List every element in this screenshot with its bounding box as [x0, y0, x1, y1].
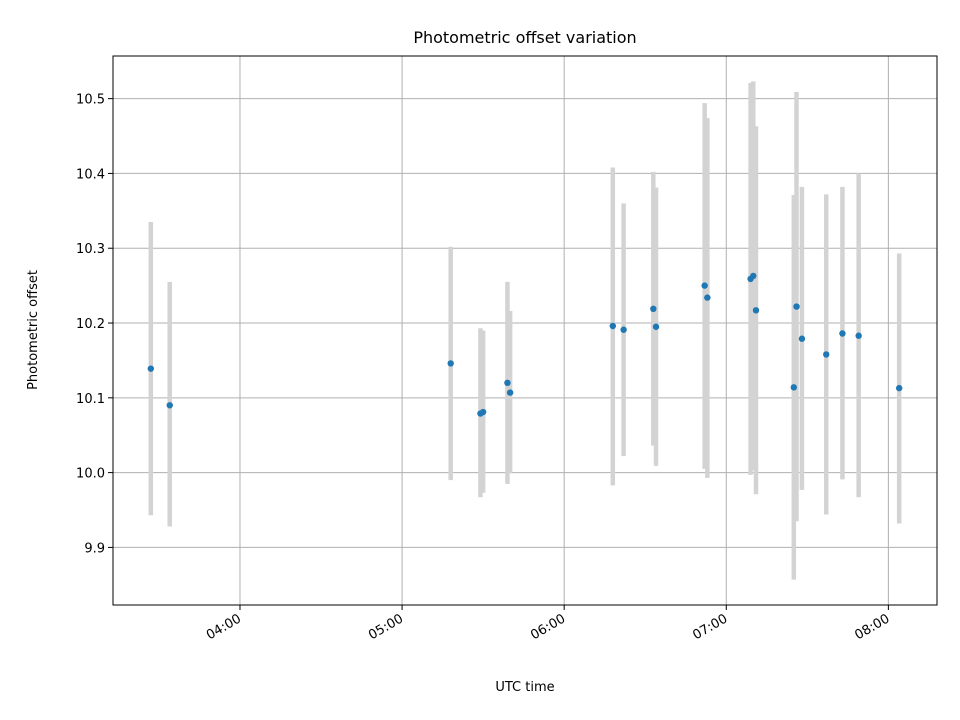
data-point [704, 294, 711, 301]
data-point [752, 307, 760, 314]
grid-layer [113, 56, 937, 605]
data-point [790, 384, 798, 391]
data-point [166, 402, 173, 409]
data-point [750, 272, 757, 280]
y-tick-label: 10.2 [76, 317, 105, 332]
y-axis-label: Photometric offset [26, 270, 41, 390]
data-point [506, 389, 514, 396]
data-point [620, 326, 627, 333]
plot-frame [112, 55, 938, 606]
y-axis-ticks: 9.9 10.0 10.1 10.2 10.3 10.4 10.5 [76, 93, 113, 556]
point-layer [147, 272, 903, 417]
data-point [895, 384, 903, 392]
data-point [504, 379, 511, 387]
y-tick-label: 10.4 [76, 167, 105, 182]
data-point [798, 335, 806, 342]
data-point [147, 365, 155, 372]
data-point [701, 282, 708, 289]
data-point [839, 330, 846, 337]
y-tick-label: 10.3 [76, 242, 105, 257]
data-point [652, 323, 660, 330]
data-point [855, 332, 862, 339]
chart-title: Photometric offset variation [413, 28, 636, 47]
data-point [447, 360, 454, 367]
data-point [793, 303, 800, 310]
y-tick-label: 10.5 [76, 93, 105, 108]
x-axis-label: UTC time [495, 680, 554, 695]
data-point [609, 322, 617, 330]
data-point [650, 305, 657, 313]
y-tick-label: 9.9 [84, 541, 105, 556]
data-point [479, 408, 487, 416]
y-tick-label: 10.1 [76, 392, 105, 407]
y-tick-label: 10.0 [76, 467, 105, 482]
data-point [823, 351, 830, 358]
